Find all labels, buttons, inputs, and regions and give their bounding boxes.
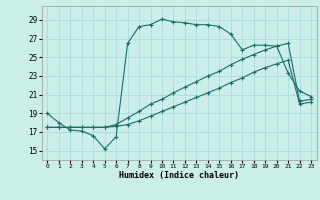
X-axis label: Humidex (Indice chaleur): Humidex (Indice chaleur) [119, 171, 239, 180]
